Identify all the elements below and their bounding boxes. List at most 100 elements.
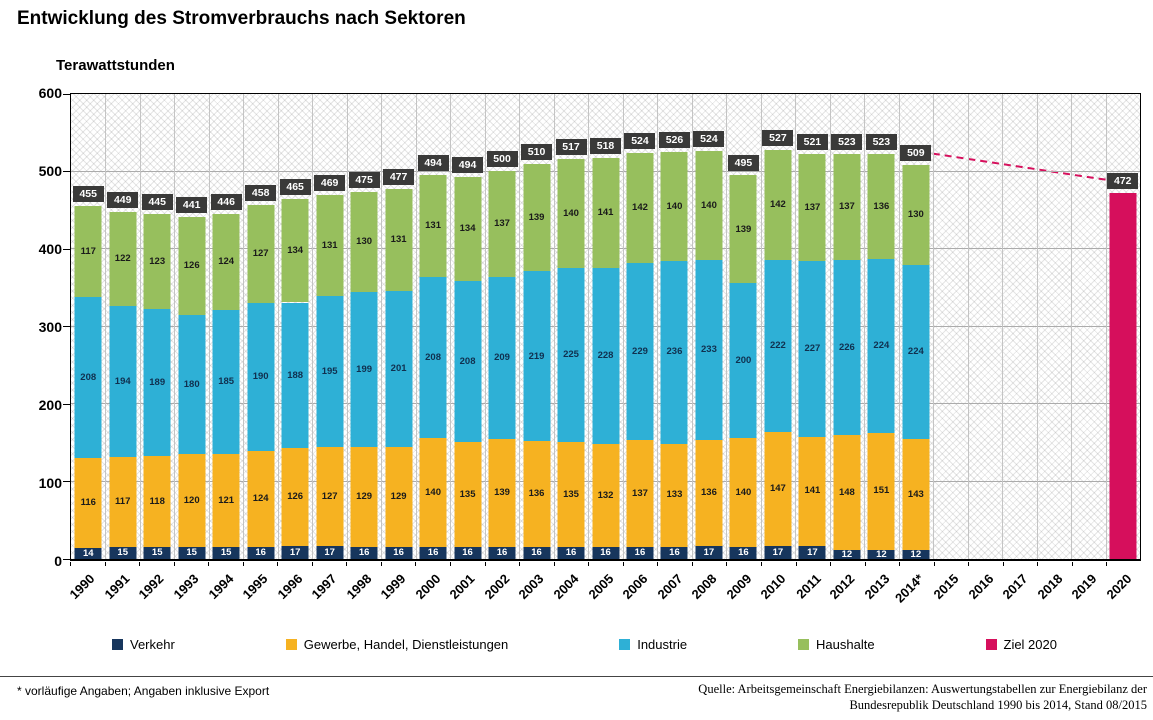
segment-Verkehr: 16 (385, 546, 413, 559)
segment-value: 133 (666, 489, 683, 501)
y-tickmark-500 (63, 171, 71, 172)
total-label: 446 (210, 194, 242, 211)
x-axis-label-2008: 2008 (688, 571, 720, 603)
segment-Gewerbe, Handel, Dienstleistungen: 124 (247, 450, 275, 547)
segment-Verkehr: 12 (867, 550, 895, 559)
segment-Haushalte: 126 (178, 217, 206, 315)
gridline-v (1105, 94, 1107, 559)
segment-Haushalte: 117 (74, 206, 102, 298)
segment-value: 15 (186, 547, 197, 559)
segment-value: 17 (772, 546, 784, 558)
source-line-1: Quelle: Arbeitsgemeinschaft Energiebilan… (698, 682, 1147, 696)
total-label: 441 (176, 197, 208, 214)
x-axis-label-1997: 1997 (308, 571, 340, 603)
segment-value: 129 (356, 490, 373, 502)
segment-value: 131 (425, 220, 441, 232)
segment-Verkehr: 16 (660, 546, 688, 559)
segment-Haushalte: 142 (626, 152, 654, 263)
bar-1997: 17 127 195 131 469 (314, 94, 346, 559)
segment-value: 16 (531, 547, 542, 559)
segment-Verkehr: 16 (592, 546, 619, 559)
total-label: 518 (590, 138, 621, 155)
segment-Verkehr: 16 (419, 546, 447, 559)
gridline-v (864, 94, 866, 559)
segment-value: 224 (907, 346, 924, 358)
segment-value: 126 (287, 491, 304, 503)
legend-swatch-icon (285, 639, 297, 650)
segment-value: 131 (390, 234, 407, 246)
x-axis-label-2009: 2009 (723, 571, 755, 603)
y-tick-label-300: 300 (38, 319, 62, 335)
segment-value: 16 (496, 547, 508, 559)
segment-Verkehr: 17 (798, 545, 826, 559)
segment-value: 140 (425, 486, 441, 498)
x-tickmark (657, 562, 659, 566)
segment-value: 134 (287, 244, 304, 256)
total-label: 527 (762, 129, 794, 146)
total-label: 455 (72, 186, 104, 203)
segment-Haushalte: 123 (143, 214, 171, 310)
segment-Industrie: 229 (626, 262, 654, 441)
total-label: 472 (1107, 173, 1139, 190)
x-axis-label-2018: 2018 (1034, 571, 1066, 603)
footnote: * vorläufige Angaben; Angaben inklusive … (17, 684, 270, 698)
x-tickmark (933, 562, 935, 566)
segment-value: 126 (183, 260, 200, 272)
y-tick-label-200: 200 (38, 397, 62, 414)
segment-Industrie: 199 (350, 292, 378, 447)
segment-value: 16 (462, 547, 473, 559)
segment-Industrie: 189 (143, 309, 171, 456)
bar-1994: 15 121 185 124 446 (210, 94, 242, 559)
bar-2001: 16 135 208 134 494 (452, 94, 484, 559)
segment-Verkehr: 15 (109, 547, 137, 559)
y-tickmark-0 (63, 558, 71, 560)
gridline-v (588, 94, 590, 559)
segment-Verkehr: 17 (316, 545, 344, 559)
gridline-v (208, 94, 210, 559)
gridline-v (1071, 94, 1073, 559)
segment-value: 140 (735, 486, 752, 498)
gridline-v (967, 94, 969, 559)
bar-2009: 16 140 200 139 495 (727, 94, 759, 559)
bar-2008: 17 136 233 140 524 (693, 94, 725, 559)
x-axis-label-2017: 2017 (999, 571, 1031, 603)
gridline-v (174, 94, 176, 559)
segment-Industrie: 224 (867, 259, 895, 433)
gridline-v (346, 94, 348, 559)
segment-Industrie: 188 (281, 302, 309, 449)
segment-Haushalte: 122 (109, 211, 137, 307)
total-label: 469 (314, 174, 346, 191)
segment-Gewerbe, Handel, Dienstleistungen: 121 (212, 453, 240, 548)
segment-value: 16 (393, 547, 404, 559)
segment-Gewerbe, Handel, Dienstleistungen: 151 (867, 432, 895, 550)
gridline-v (139, 94, 141, 559)
segment-value: 16 (255, 547, 266, 559)
bar-1998: 16 129 199 130 475 (348, 94, 380, 559)
total-label: 494 (452, 156, 484, 173)
segment-Gewerbe, Handel, Dienstleistungen: 135 (454, 441, 482, 547)
segment-value: 130 (356, 236, 373, 248)
x-tickmark (760, 562, 762, 566)
segment-Gewerbe, Handel, Dienstleistungen: 126 (281, 448, 309, 546)
segment-Haushalte: 134 (454, 176, 482, 281)
segment-value: 120 (183, 495, 200, 507)
x-tickmark (380, 562, 382, 566)
segment-Gewerbe, Handel, Dienstleistungen: 118 (143, 455, 171, 548)
segment-value: 199 (356, 363, 373, 375)
x-axis-label-2004: 2004 (550, 571, 582, 603)
x-tickmark (553, 562, 555, 566)
x-tickmark (968, 562, 970, 566)
source-text: Quelle: Arbeitsgemeinschaft Energiebilan… (698, 681, 1147, 714)
gridline-v (898, 94, 900, 559)
segment-Industrie: 225 (557, 267, 585, 442)
x-axis-label-2016: 2016 (965, 571, 997, 603)
x-axis-label-2015: 2015 (930, 571, 962, 603)
gridline-v (519, 94, 521, 559)
plot-area: 14 116 208 117 455 15 117 194 122 449 15 118 189 123 4… (63, 93, 1141, 561)
x-tickmark (104, 562, 106, 566)
x-axis-label-2002: 2002 (481, 571, 513, 603)
segment-Verkehr: 16 (454, 546, 482, 559)
gridline-v (381, 94, 383, 559)
x-tickmark (622, 562, 624, 566)
